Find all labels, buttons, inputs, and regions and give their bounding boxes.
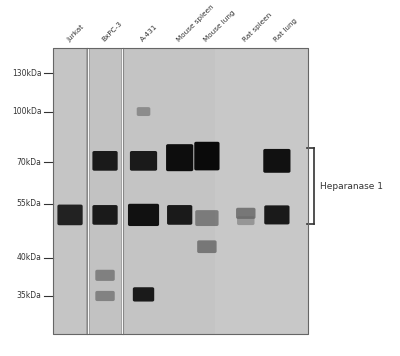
FancyBboxPatch shape bbox=[58, 205, 83, 225]
Text: 40kDa: 40kDa bbox=[17, 253, 42, 262]
FancyBboxPatch shape bbox=[92, 151, 118, 171]
FancyBboxPatch shape bbox=[166, 144, 193, 171]
Text: Rat lung: Rat lung bbox=[273, 18, 298, 43]
FancyBboxPatch shape bbox=[123, 48, 215, 334]
FancyBboxPatch shape bbox=[95, 270, 115, 281]
Text: 70kDa: 70kDa bbox=[17, 158, 42, 167]
Text: 100kDa: 100kDa bbox=[12, 107, 42, 116]
Text: A-431: A-431 bbox=[139, 24, 159, 43]
FancyBboxPatch shape bbox=[263, 149, 290, 173]
Text: 35kDa: 35kDa bbox=[17, 292, 42, 300]
FancyBboxPatch shape bbox=[92, 205, 118, 225]
FancyBboxPatch shape bbox=[137, 107, 150, 116]
FancyBboxPatch shape bbox=[197, 240, 217, 253]
FancyBboxPatch shape bbox=[236, 208, 256, 219]
Text: BxPC-3: BxPC-3 bbox=[101, 21, 123, 43]
FancyBboxPatch shape bbox=[123, 48, 308, 334]
Text: Mouse spleen: Mouse spleen bbox=[176, 4, 215, 43]
FancyBboxPatch shape bbox=[130, 151, 157, 171]
Text: 130kDa: 130kDa bbox=[12, 69, 42, 78]
Text: Mouse lung: Mouse lung bbox=[203, 10, 236, 43]
Text: Jurkat: Jurkat bbox=[66, 24, 85, 43]
Text: Rat spleen: Rat spleen bbox=[242, 12, 273, 43]
FancyBboxPatch shape bbox=[133, 287, 154, 302]
FancyBboxPatch shape bbox=[128, 204, 159, 226]
FancyBboxPatch shape bbox=[237, 216, 254, 225]
FancyBboxPatch shape bbox=[264, 205, 290, 224]
FancyBboxPatch shape bbox=[194, 142, 220, 171]
FancyBboxPatch shape bbox=[89, 48, 121, 334]
FancyBboxPatch shape bbox=[167, 205, 192, 225]
FancyBboxPatch shape bbox=[195, 210, 218, 226]
FancyBboxPatch shape bbox=[53, 48, 86, 334]
FancyBboxPatch shape bbox=[95, 291, 115, 301]
Text: Heparanase 1: Heparanase 1 bbox=[320, 182, 383, 191]
Text: 55kDa: 55kDa bbox=[17, 199, 42, 208]
